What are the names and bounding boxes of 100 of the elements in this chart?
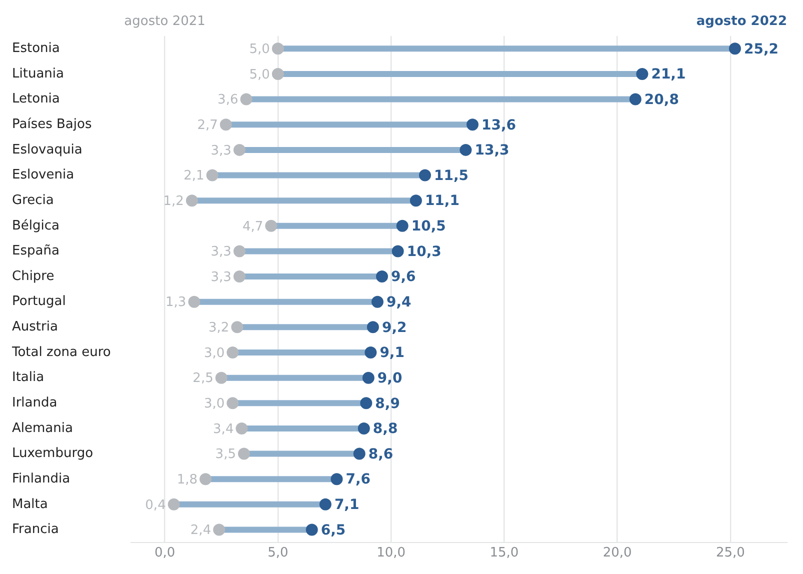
point — [319, 498, 332, 510]
data-label: 3,3 — [210, 244, 232, 260]
x-tick-label: 25,0 — [716, 546, 745, 561]
data-label: 2,7 — [197, 118, 218, 133]
x-tick-label: 5,0 — [268, 546, 288, 561]
data-label: 7,1 — [334, 497, 360, 514]
point — [330, 473, 343, 486]
data-label: 3,0 — [204, 346, 225, 361]
point — [272, 68, 284, 80]
data-label: 0,4 — [145, 498, 166, 513]
y-tick-label: Eslovaquia — [12, 142, 82, 158]
point — [364, 346, 377, 358]
data-label: 9,1 — [380, 345, 404, 362]
data-label: 3,0 — [204, 396, 225, 412]
x-tick-label: 15,0 — [490, 546, 519, 561]
y-tick-label: Letonia — [12, 92, 60, 107]
point — [353, 448, 366, 460]
data-label: 1,3 — [166, 295, 186, 310]
data-label: 21,1 — [651, 66, 686, 83]
data-label: 3,2 — [208, 320, 230, 336]
data-label: 3,3 — [210, 143, 232, 158]
y-tick-label: Italia — [12, 370, 44, 386]
data-label: 2,4 — [190, 523, 212, 538]
data-label: 8,8 — [372, 421, 398, 438]
series-label: agosto 2022 — [696, 14, 787, 30]
point — [272, 42, 284, 55]
point — [466, 118, 479, 131]
data-label: 25,2 — [744, 41, 779, 58]
y-tick-label: Estonia — [12, 41, 60, 56]
point — [240, 93, 252, 106]
point — [220, 118, 232, 131]
data-label: 7,6 — [346, 472, 371, 488]
point — [360, 397, 372, 410]
data-label: 9,4 — [386, 294, 412, 310]
data-label: 9,6 — [391, 269, 416, 286]
point — [306, 524, 318, 536]
point — [200, 473, 212, 486]
point — [392, 245, 404, 258]
data-label: 4,7 — [242, 219, 264, 234]
data-label: 2,5 — [192, 371, 214, 386]
y-tick-label: Luxemburgo — [12, 446, 94, 462]
text: agosto 2021 — [124, 14, 206, 30]
y-tick-label: Grecia — [12, 192, 54, 208]
data-label: 8,6 — [368, 446, 394, 462]
point — [418, 169, 431, 182]
data-label: 2,1 — [184, 168, 204, 184]
x-tick-label: 20,0 — [602, 546, 632, 561]
point — [396, 220, 408, 232]
y-tick-label: Malta — [12, 496, 48, 512]
y-tick-label: España — [12, 244, 60, 259]
data-label: 13,3 — [474, 142, 510, 159]
data-label: 10,5 — [411, 218, 446, 235]
data-label: 3,4 — [213, 422, 234, 437]
point — [168, 498, 180, 510]
y-tick-label: Eslovenia — [12, 168, 74, 183]
point — [213, 524, 226, 536]
data-label: 13,6 — [482, 117, 516, 134]
y-tick-label: Francia — [12, 522, 59, 538]
point — [233, 245, 246, 258]
x-tick-label: 0,0 — [154, 546, 176, 561]
point — [636, 68, 648, 80]
point — [233, 144, 246, 156]
data-label: 8,9 — [375, 396, 400, 412]
point — [215, 372, 228, 384]
point — [226, 346, 239, 358]
data-label: 3,6 — [218, 92, 238, 108]
x-tick-label: 10,0 — [376, 546, 406, 561]
point — [410, 194, 422, 207]
point — [366, 321, 379, 334]
data-label: 6,5 — [320, 522, 346, 538]
y-tick-label: Finlandia — [12, 471, 70, 486]
y-tick-label: Portugal — [12, 294, 66, 310]
point — [233, 270, 246, 283]
data-label: 1,2 — [163, 194, 184, 209]
point — [265, 220, 278, 232]
data-label: 5,0 — [249, 42, 270, 58]
point — [231, 321, 244, 334]
y-tick-label: Alemania — [12, 420, 73, 436]
data-label: 1,8 — [176, 472, 198, 488]
point — [376, 270, 388, 283]
data-label: 9,0 — [377, 370, 402, 386]
data-label: 11,1 — [424, 193, 460, 210]
y-tick-label: Irlanda — [12, 396, 58, 411]
y-tick-label: Bélgica — [12, 218, 60, 234]
point — [238, 448, 250, 460]
data-label: 3,5 — [215, 447, 236, 462]
data-label: 11,5 — [434, 168, 469, 184]
point — [358, 422, 370, 434]
data-label: 20,8 — [644, 92, 679, 108]
y-tick-label: Países Bajos — [12, 116, 92, 132]
data-label: 3,3 — [210, 270, 232, 285]
point — [226, 397, 239, 410]
point — [371, 296, 384, 308]
point — [206, 169, 218, 182]
point — [186, 194, 198, 207]
y-tick-label: Austria — [12, 320, 58, 335]
data-label: 5,0 — [249, 67, 270, 82]
y-tick-label: Total zona euro — [11, 344, 111, 360]
y-tick-label: Lituania — [12, 66, 64, 82]
point — [728, 42, 741, 55]
